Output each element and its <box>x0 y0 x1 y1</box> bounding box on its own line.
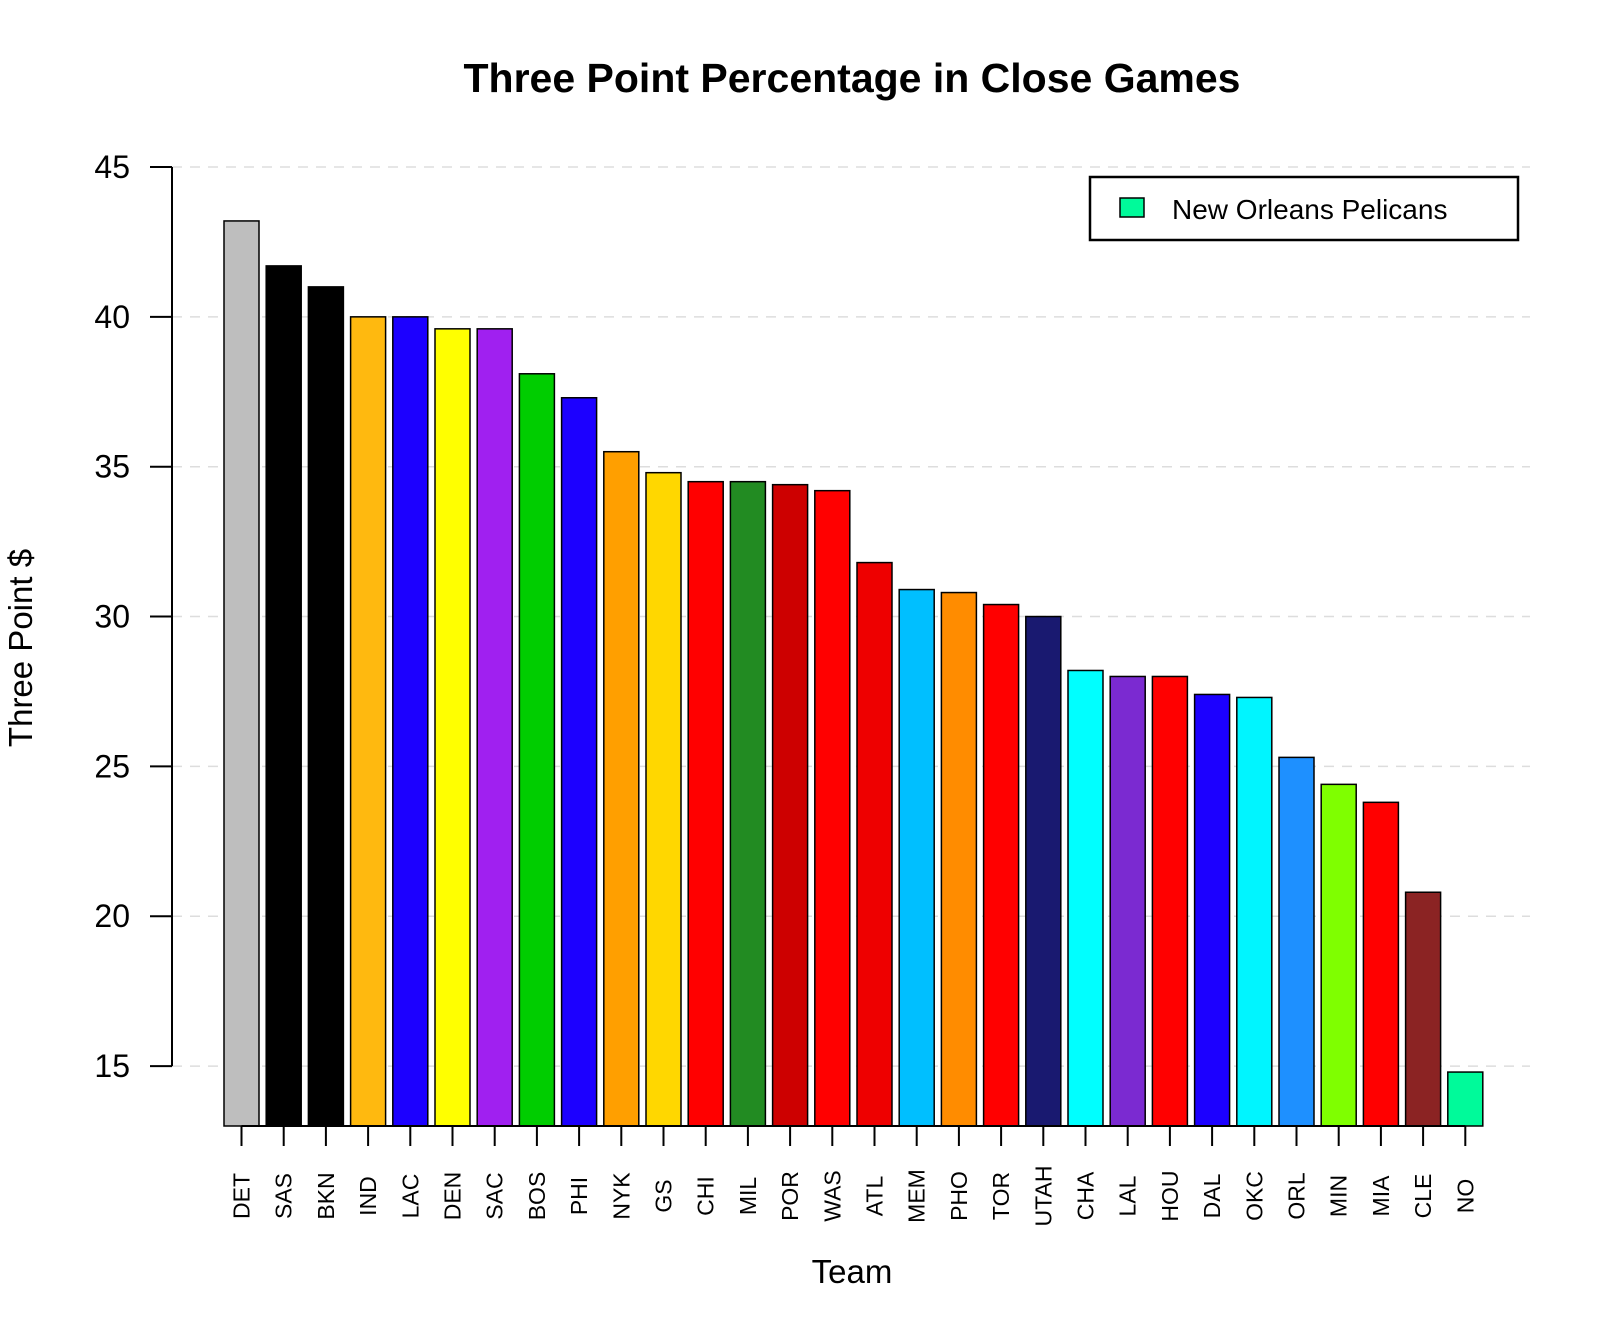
bar-orl <box>1278 756 1315 1127</box>
bar-mia <box>1362 801 1400 1127</box>
x-tick-label: CHA <box>1073 1171 1099 1220</box>
bar-mil <box>729 480 767 1127</box>
bar-por <box>771 483 809 1127</box>
x-axis-label: Team <box>812 1253 893 1290</box>
x-tick-label: LAC <box>397 1174 423 1219</box>
x-tick-label: UTAH <box>1030 1166 1056 1227</box>
x-tick-label: DET <box>229 1173 255 1219</box>
y-tick-label: 15 <box>94 1048 130 1084</box>
bar-pho <box>940 591 978 1127</box>
bar-utah <box>1025 615 1062 1127</box>
bar-nyk <box>603 450 640 1127</box>
bar-lac <box>392 316 429 1127</box>
bar-okc <box>1236 696 1273 1127</box>
x-tick-label: LAL <box>1115 1175 1141 1216</box>
x-tick-label: SAC <box>482 1172 508 1219</box>
x-tick-label: SAS <box>271 1173 297 1219</box>
y-tick-label: 45 <box>94 149 130 185</box>
x-tick-label: POR <box>777 1171 803 1221</box>
x-tick-label: BKN <box>313 1172 339 1219</box>
bar-hou <box>1151 675 1189 1127</box>
x-tick-label: HOU <box>1157 1170 1183 1221</box>
x-tick-label: ORL <box>1284 1172 1310 1220</box>
x-tick-label: PHO <box>946 1171 972 1221</box>
bar-no <box>1447 1071 1484 1127</box>
bar-bkn <box>307 286 345 1127</box>
bar-det <box>223 220 260 1127</box>
y-tick-label: 35 <box>94 449 130 485</box>
legend-swatch <box>1119 197 1145 218</box>
bar-sac <box>476 328 513 1127</box>
y-axis: 15 20 25 30 35 40 45 <box>94 149 173 1084</box>
x-tick-label: DEN <box>440 1172 466 1221</box>
x-tick-label: MIN <box>1326 1175 1352 1217</box>
y-axis-label: Three Point $ <box>2 549 39 747</box>
bar-atl <box>856 561 893 1127</box>
x-tick-label: BOS <box>524 1172 550 1221</box>
x-tick-label: MEM <box>904 1169 930 1223</box>
bars <box>223 220 1484 1127</box>
bar-cha <box>1067 669 1104 1127</box>
bar-sas <box>265 265 302 1127</box>
bar-tor <box>982 603 1020 1127</box>
x-tick-label: CLE <box>1410 1174 1436 1219</box>
x-tick-label: WAS <box>819 1170 845 1222</box>
y-tick-label: 20 <box>94 898 130 934</box>
x-tick-label: ATL <box>862 1176 888 1217</box>
bar-chi <box>687 480 724 1127</box>
x-tick-label: MIA <box>1368 1175 1394 1217</box>
bar-gs <box>645 471 682 1127</box>
x-tick-label: CHI <box>693 1176 719 1216</box>
bar-den <box>434 328 471 1127</box>
bar-was <box>814 489 851 1127</box>
bar-dal <box>1193 693 1231 1127</box>
bar-mem <box>898 588 935 1127</box>
chart-title: Three Point Percentage in Close Games <box>464 55 1241 101</box>
bar-phi <box>560 397 598 1127</box>
x-tick-label: IND <box>355 1176 381 1216</box>
x-tick-label: TOR <box>988 1172 1014 1220</box>
x-tick-label: DAL <box>1199 1173 1225 1218</box>
x-tick-label: MIL <box>735 1177 761 1216</box>
y-tick-label: 25 <box>94 748 130 784</box>
bar-bos <box>518 373 556 1127</box>
y-tick-label: 40 <box>94 299 130 335</box>
y-tick-label: 30 <box>94 599 130 635</box>
x-tick-label: NYK <box>608 1172 634 1220</box>
legend: New Orleans Pelicans <box>1088 175 1520 242</box>
bar-cle <box>1404 891 1442 1127</box>
x-tick-label: OKC <box>1241 1171 1267 1221</box>
x-tick-label: NO <box>1452 1179 1478 1214</box>
bar-ind <box>349 316 387 1127</box>
x-axis: DET SAS BKN IND LAC DEN SAC BOS PHI NYK GS CHI MIL PO… <box>229 1125 1478 1227</box>
x-tick-label: PHI <box>566 1177 592 1215</box>
legend-label: New Orleans Pelicans <box>1172 194 1447 225</box>
legend-box <box>1088 175 1520 242</box>
x-tick-label: GS <box>651 1179 677 1212</box>
bar-lal <box>1109 675 1146 1127</box>
bar-min <box>1320 783 1357 1127</box>
